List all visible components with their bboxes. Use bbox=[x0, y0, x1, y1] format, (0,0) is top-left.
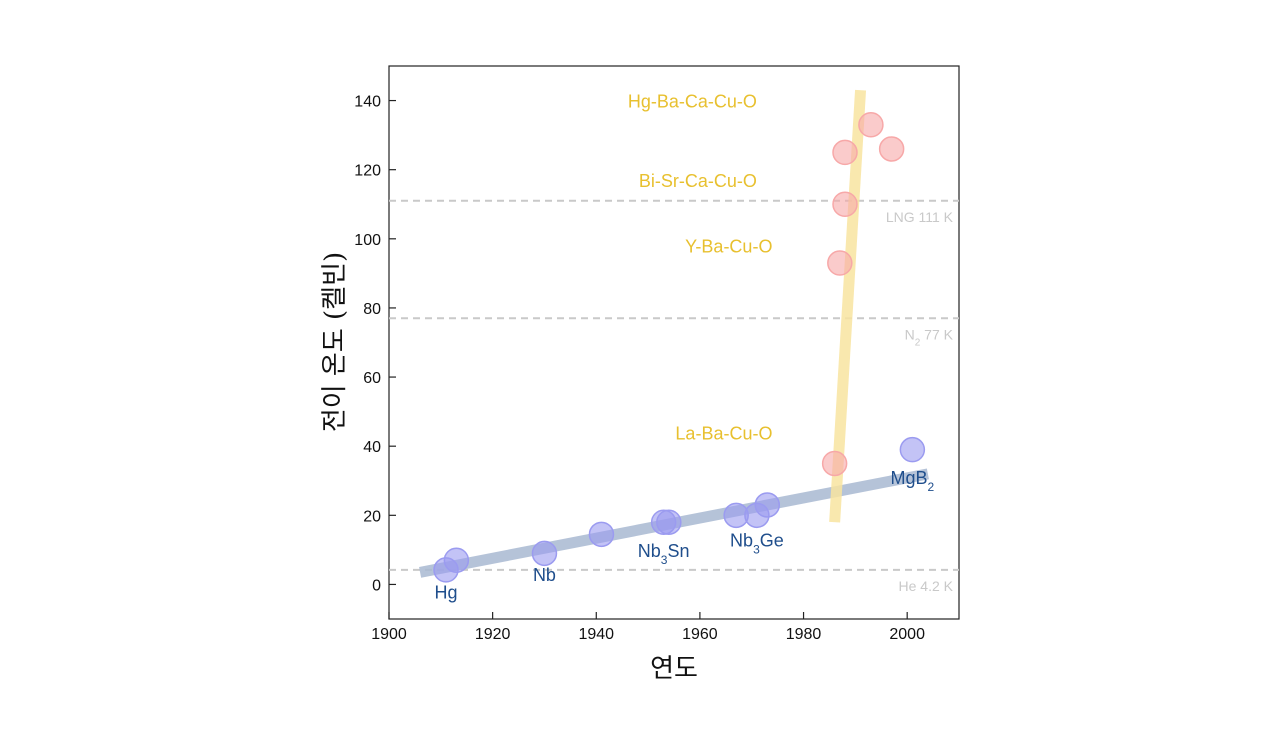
y-tick-label-80: 80 bbox=[363, 301, 381, 318]
label-nb: Nb bbox=[533, 565, 556, 585]
point-1-3 bbox=[832, 139, 858, 166]
x-tick-label-1960: 1960 bbox=[682, 626, 718, 643]
x-tick-label-1940: 1940 bbox=[578, 626, 614, 643]
point-1-4 bbox=[858, 112, 884, 138]
ref-label-1: N2 77 K bbox=[905, 326, 954, 348]
ref-label-2: He 4.2 K bbox=[899, 578, 954, 594]
axes: 1900 1920 1940 1960 1980 2000 0 20 40 60 80 100 120 1… bbox=[354, 94, 925, 643]
plot-frame bbox=[388, 65, 960, 620]
y-tick-label-140: 140 bbox=[354, 94, 381, 111]
x-tick-label-2000: 2000 bbox=[889, 626, 925, 643]
y-tick-label-60: 60 bbox=[363, 370, 381, 387]
y-axis-title: 전이 온도 (켈빈) bbox=[320, 252, 350, 432]
y-tick-label-0: 0 bbox=[372, 577, 381, 594]
label-hg: Hg bbox=[434, 582, 457, 602]
point-1-1 bbox=[827, 250, 853, 276]
label-la-ba-cu-o: La-Ba-Cu-O bbox=[675, 423, 772, 443]
ref-label-0: LNG 111 K bbox=[886, 209, 954, 225]
label-hg-ba-ca-cu-o: Hg-Ba-Ca-Cu-O bbox=[628, 91, 757, 111]
y-tick-label-20: 20 bbox=[363, 508, 381, 525]
label-y-ba-cu-o: Y-Ba-Cu-O bbox=[685, 237, 772, 257]
trend-line-1 bbox=[829, 89, 867, 523]
label-nb3ge: Nb3Ge bbox=[730, 530, 784, 556]
y-tick-label-120: 120 bbox=[354, 163, 381, 180]
point-0-5 bbox=[656, 509, 682, 535]
point-0-2 bbox=[531, 540, 558, 567]
x-tick-label-1900: 1900 bbox=[371, 626, 407, 643]
data-points bbox=[433, 112, 926, 583]
point-1-2 bbox=[832, 191, 858, 217]
point-0-8 bbox=[754, 492, 781, 518]
label-bi-sr-ca-cu-o: Bi-Sr-Ca-Cu-O bbox=[639, 171, 757, 191]
point-0-3 bbox=[588, 521, 615, 548]
x-tick-label-1980: 1980 bbox=[786, 626, 822, 643]
point-1-0 bbox=[821, 450, 848, 477]
point-0-1 bbox=[443, 547, 470, 573]
x-axis-title: 연도 bbox=[650, 654, 698, 684]
point-1-5 bbox=[878, 136, 905, 162]
reference-lines: LNG 111 K N2 77 K He 4.2 K bbox=[389, 199, 959, 594]
point-0-9 bbox=[899, 436, 926, 463]
x-tick-label-1920: 1920 bbox=[475, 626, 511, 643]
label-mgb2: MgB2 bbox=[891, 468, 935, 494]
y-tick-label-40: 40 bbox=[363, 439, 381, 456]
y-tick-label-100: 100 bbox=[354, 232, 381, 249]
label-nb3sn: Nb3Sn bbox=[638, 541, 690, 567]
